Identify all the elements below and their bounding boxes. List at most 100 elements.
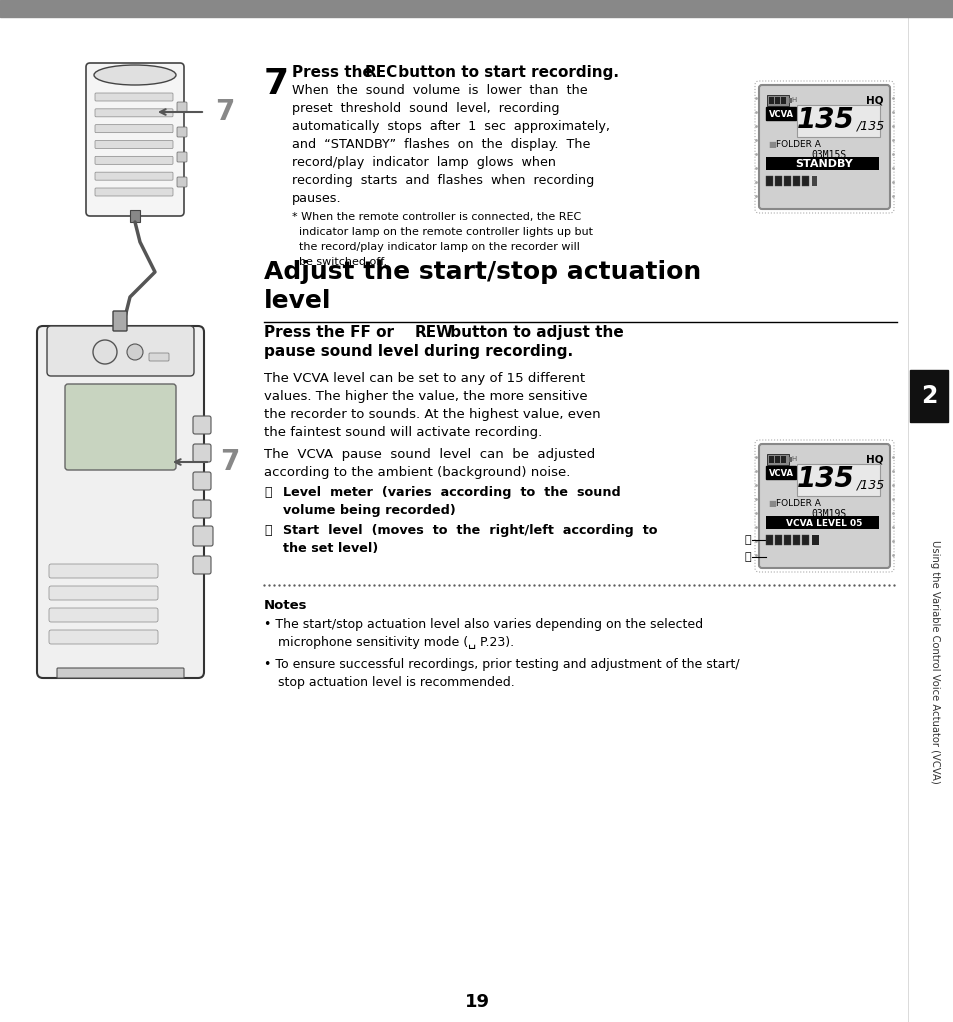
Text: VCVA: VCVA [768,109,793,119]
FancyBboxPatch shape [193,416,211,434]
Text: REC: REC [365,65,397,80]
Text: FOLDER A: FOLDER A [775,139,820,148]
Bar [909,370,947,422]
Text: preset  threshold  sound  level,  recording: preset threshold sound level, recording [292,102,558,115]
Text: • To ensure successful recordings, prior testing and adjustment of the start/: • To ensure successful recordings, prior… [264,658,739,671]
Text: VCVA: VCVA [768,468,793,477]
Bar [765,176,772,186]
FancyBboxPatch shape [95,156,172,165]
Bar [765,516,878,529]
Text: level: level [264,289,331,313]
FancyBboxPatch shape [57,668,184,678]
FancyBboxPatch shape [95,172,172,180]
Bar [765,535,772,545]
Bar [781,97,785,104]
Text: • The start/stop actuation level also varies depending on the selected: • The start/stop actuation level also va… [264,618,702,631]
FancyBboxPatch shape [95,140,172,148]
Text: according to the ambient (background) noise.: according to the ambient (background) no… [264,466,570,479]
Bar [788,457,791,462]
Text: pauses.: pauses. [292,192,341,205]
Text: ⓐ: ⓐ [264,486,272,499]
Text: The  VCVA  pause  sound  level  can  be  adjusted: The VCVA pause sound level can be adjust… [264,448,595,461]
Text: FOLDER A: FOLDER A [775,499,820,508]
Text: Adjust the start/stop actuation: Adjust the start/stop actuation [264,260,700,284]
Text: 03M19S: 03M19S [810,509,845,519]
FancyBboxPatch shape [765,107,795,120]
Bar [781,456,785,463]
Text: /135: /135 [856,478,884,491]
FancyBboxPatch shape [47,326,193,376]
Bar [774,176,781,186]
FancyBboxPatch shape [65,384,175,470]
FancyBboxPatch shape [759,85,889,210]
Text: /135: /135 [856,119,884,132]
Text: Notes: Notes [264,599,307,612]
Bar [765,157,878,170]
Text: ⓑ: ⓑ [264,524,272,537]
Bar [792,535,800,545]
Text: HQ: HQ [865,95,882,105]
FancyBboxPatch shape [95,108,172,117]
Text: ⓑ: ⓑ [744,552,751,562]
Text: Start  level  (moves  to  the  right/left  according  to: Start level (moves to the right/left acc… [283,524,657,537]
Ellipse shape [94,65,175,85]
Text: button to start recording.: button to start recording. [393,65,618,80]
Text: recording  starts  and  flashes  when  recording: recording starts and flashes when record… [292,174,594,187]
Text: Using the Variable Control Voice Actuator (VCVA): Using the Variable Control Voice Actuato… [929,540,939,784]
Text: button to adjust the: button to adjust the [444,325,623,340]
Text: Press the FF or: Press the FF or [264,325,399,340]
Bar [774,456,780,463]
Text: the recorder to sounds. At the highest value, even: the recorder to sounds. At the highest v… [264,408,600,421]
Text: automatically  stops  after  1  sec  approximately,: automatically stops after 1 sec approxim… [292,120,609,133]
FancyBboxPatch shape [49,586,158,600]
Text: Press the: Press the [292,65,377,80]
Bar [783,176,790,186]
Text: 7: 7 [264,67,289,101]
FancyBboxPatch shape [112,311,127,331]
Circle shape [127,344,143,360]
FancyBboxPatch shape [37,326,204,678]
Text: the record/play indicator lamp on the recorder will: the record/play indicator lamp on the re… [292,242,579,252]
Text: HQ: HQ [865,454,882,464]
Text: When  the  sound  volume  is  lower  than  the: When the sound volume is lower than the [292,84,587,97]
Text: the set level): the set level) [283,542,377,555]
Text: * When the remote controller is connected, the REC: * When the remote controller is connecte… [292,212,580,222]
Text: 03M15S: 03M15S [810,150,845,160]
Text: be switched off.: be switched off. [292,257,387,267]
FancyBboxPatch shape [95,125,172,133]
FancyBboxPatch shape [796,105,879,137]
Text: volume being recorded): volume being recorded) [283,504,456,517]
Bar [801,176,808,186]
Text: ■: ■ [767,499,775,508]
FancyBboxPatch shape [193,556,211,574]
Text: H: H [791,456,796,462]
Text: pause sound level during recording.: pause sound level during recording. [264,344,573,359]
Bar [766,95,788,106]
FancyBboxPatch shape [177,152,187,162]
Bar [768,97,773,104]
FancyBboxPatch shape [177,177,187,187]
Bar [0,0,953,17]
Bar [768,456,773,463]
FancyBboxPatch shape [49,630,158,644]
Bar [801,535,808,545]
Bar [766,454,788,465]
Text: 2: 2 [920,384,936,408]
Text: The VCVA level can be set to any of 15 different: The VCVA level can be set to any of 15 d… [264,372,584,385]
Bar [811,535,818,545]
FancyBboxPatch shape [193,526,213,546]
Text: Level  meter  (varies  according  to  the  sound: Level meter (varies according to the sou… [283,486,620,499]
Text: 135: 135 [797,465,854,493]
FancyBboxPatch shape [193,500,211,518]
Text: REW: REW [415,325,454,340]
Bar [130,210,140,222]
Text: STANDBY: STANDBY [794,159,852,169]
Text: ⓐ: ⓐ [744,535,751,545]
FancyBboxPatch shape [95,188,172,196]
Text: 7: 7 [214,98,234,126]
FancyBboxPatch shape [177,127,187,137]
Text: 135: 135 [797,106,854,134]
Text: values. The higher the value, the more sensitive: values. The higher the value, the more s… [264,390,587,403]
FancyBboxPatch shape [49,564,158,578]
Text: 7: 7 [220,448,239,476]
